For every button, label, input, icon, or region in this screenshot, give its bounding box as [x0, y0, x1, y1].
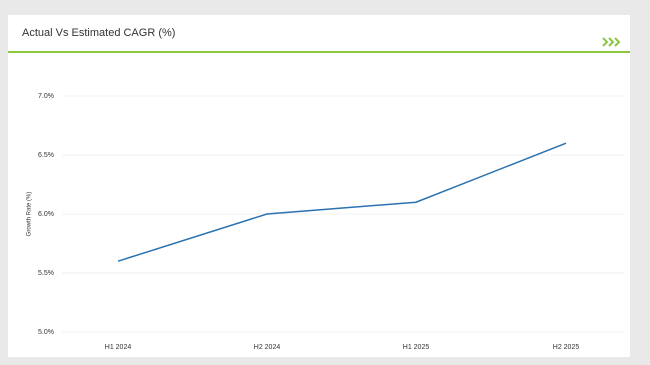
- y-tick-label: 6.5%: [38, 152, 54, 159]
- y-tick-label: 7.0%: [38, 93, 54, 100]
- chevrons-icon: [602, 37, 621, 47]
- x-tick-label: H2 2025: [553, 344, 580, 351]
- chart-title: Actual Vs Estimated CAGR (%): [22, 27, 175, 39]
- x-tick-label: H1 2024: [105, 344, 132, 351]
- data-line: [117, 142, 567, 262]
- y-tick-label: 6.0%: [38, 211, 54, 218]
- x-tick-label: H1 2025: [403, 344, 430, 351]
- y-axis-label: Growth Rate (%): [27, 192, 33, 237]
- y-tick-label: 5.0%: [38, 329, 54, 336]
- x-tick-label: H2 2024: [254, 344, 281, 351]
- card: [8, 15, 630, 357]
- y-tick-label: 5.5%: [38, 270, 54, 277]
